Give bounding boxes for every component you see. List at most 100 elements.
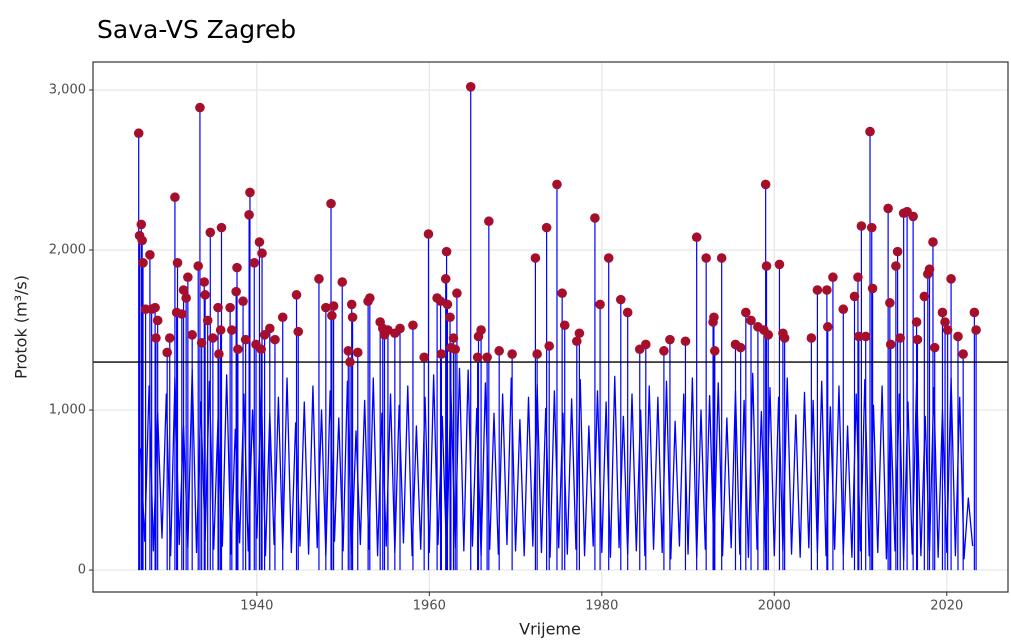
peak-point — [442, 299, 453, 310]
peak-point — [465, 82, 476, 92]
peak-point — [448, 333, 459, 343]
plot-border — [92, 61, 1009, 593]
peak-point — [640, 339, 651, 350]
peak-point — [450, 344, 461, 355]
peak-point — [482, 352, 492, 363]
peak-point — [419, 352, 429, 363]
peak-point — [214, 349, 224, 359]
peak-point — [895, 333, 906, 343]
peak-point — [912, 334, 923, 345]
peak-point — [257, 248, 267, 259]
peak-point — [347, 312, 358, 323]
peak-point — [213, 302, 223, 313]
peak-point — [958, 349, 968, 359]
peak-point — [806, 333, 817, 343]
peak-point — [345, 357, 355, 367]
peak-point — [352, 347, 363, 358]
peak-point — [590, 213, 600, 223]
y-axis-title: Protok (m³/s) — [12, 275, 31, 379]
peak-point — [865, 126, 875, 137]
peak-point — [924, 264, 935, 275]
peak-point — [326, 198, 336, 209]
peak-point — [615, 294, 626, 305]
peak-point — [812, 285, 823, 295]
peak-point — [779, 333, 790, 343]
peak-point — [193, 261, 204, 271]
chart-title: Sava-VS Zagreb — [97, 15, 296, 44]
peak-point — [929, 342, 940, 353]
y-tick-label: 1,000 — [49, 403, 86, 418]
peak-point — [445, 312, 455, 323]
peak-point — [225, 302, 235, 313]
peak-point — [867, 283, 878, 294]
peak-point — [472, 352, 483, 363]
peak-point — [828, 272, 838, 283]
peak-point — [735, 342, 746, 353]
peak-point — [763, 330, 774, 340]
peak-point — [937, 307, 948, 318]
peak-point — [849, 291, 860, 302]
peak-point — [532, 349, 542, 359]
peak-point — [659, 346, 669, 356]
peak-point — [680, 336, 691, 347]
peak-point — [940, 317, 950, 327]
peak-point — [256, 344, 266, 355]
peak-point — [541, 222, 552, 233]
x-tick-label: 2020 — [930, 599, 963, 614]
peak-point — [240, 334, 251, 345]
peak-point — [942, 325, 953, 335]
peak-point — [701, 253, 711, 263]
x-tick-label: 1960 — [413, 599, 446, 614]
peak-point — [181, 293, 191, 303]
peak-point — [716, 253, 727, 263]
peak-point — [195, 102, 205, 113]
peak-point — [595, 299, 605, 310]
y-tick-label: 2,000 — [49, 243, 86, 258]
peak-point — [321, 302, 331, 313]
peak-point — [507, 349, 517, 359]
peak-point — [178, 285, 189, 295]
peak-point — [822, 322, 833, 332]
x-tick-label: 1940 — [240, 599, 273, 614]
peak-point — [138, 258, 148, 268]
peak-point — [452, 288, 462, 299]
peak-point — [183, 272, 193, 283]
peak-point — [691, 232, 702, 243]
peak-point — [172, 258, 183, 268]
peak-point — [254, 237, 265, 247]
peak-point — [202, 315, 213, 326]
peak-point — [853, 272, 863, 283]
peak-point — [709, 346, 720, 356]
peak-point — [187, 330, 197, 340]
peak-point — [199, 277, 210, 287]
peak-point — [137, 235, 147, 246]
peak-point — [327, 310, 337, 321]
peak-point — [205, 227, 216, 238]
peak-point — [969, 307, 980, 318]
peak-point — [232, 262, 242, 273]
peak-point — [709, 312, 719, 323]
peak-point — [866, 222, 877, 233]
peak-point — [761, 261, 772, 271]
peak-point — [150, 302, 160, 313]
peak-point — [494, 346, 504, 356]
peak-point — [196, 338, 207, 348]
peak-point — [249, 258, 260, 268]
peak-point — [164, 333, 175, 343]
peak-point — [395, 323, 405, 334]
peak-point — [293, 326, 304, 337]
peak-point — [552, 179, 562, 190]
peak-point — [408, 320, 418, 331]
peak-point — [892, 246, 903, 257]
peak-point — [603, 253, 614, 263]
peak-point — [891, 261, 901, 271]
peak-point — [760, 179, 771, 190]
peak-point — [231, 286, 241, 297]
x-tick-label: 1980 — [585, 599, 618, 614]
peak-point — [883, 203, 893, 214]
peak-point — [343, 346, 354, 356]
peak-point — [259, 330, 270, 340]
peak-point — [314, 274, 324, 284]
peak-point — [441, 246, 452, 257]
peak-point — [216, 222, 227, 233]
